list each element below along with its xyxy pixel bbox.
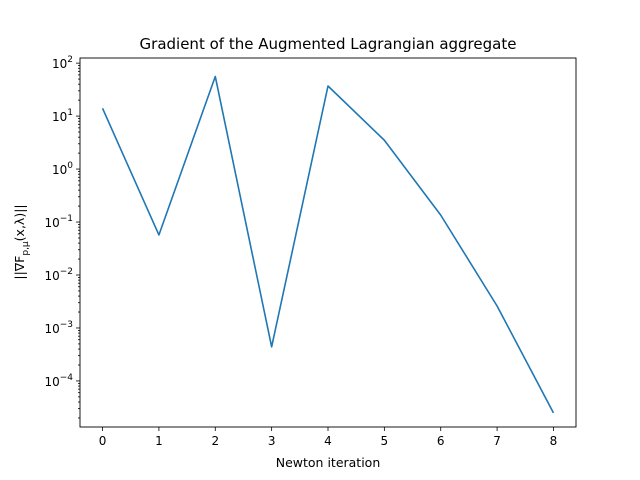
x-tick-label: 1 [155,434,163,448]
y-axis-label-subscript: p,μ [21,241,31,256]
x-tick-label: 7 [493,434,501,448]
y-tick-label: 10−3 [44,320,73,336]
chart-title: Gradient of the Augmented Lagrangian agg… [140,35,517,53]
x-tick-label: 2 [211,434,219,448]
y-tick-label: 10−1 [44,214,73,230]
y-tick-label: 100 [52,161,73,177]
y-axis-label-prefix: ||∇F [12,256,27,280]
x-tick-label: 5 [381,434,389,448]
x-tick-label: 0 [99,434,107,448]
plot-area: 0 1 2 3 4 5 6 7 8 102 101 100 10−1 10−2 10−3 10−4 [44,55,577,448]
y-axis: 102 101 100 10−1 10−2 10−3 10−4 [44,55,80,419]
series-line [101,75,555,414]
y-tick-label: 101 [52,108,73,124]
x-tick-label: 4 [324,434,332,448]
x-tick-label: 3 [268,434,276,448]
y-tick-label: 102 [52,55,73,71]
x-tick-label: 8 [550,434,558,448]
series-layer [101,75,555,414]
y-tick-label: 10−2 [44,267,73,283]
x-axis-label: Newton iteration [276,455,381,470]
x-axis: 0 1 2 3 4 5 6 7 8 [99,427,558,448]
x-tick-label: 6 [437,434,445,448]
y-axis-label-suffix: (x,λ)|| [12,204,27,241]
y-axis-label: ||∇Fp,μ(x,λ)|| [12,204,31,279]
y-tick-label: 10−4 [44,373,73,389]
plot-frame [79,57,577,428]
